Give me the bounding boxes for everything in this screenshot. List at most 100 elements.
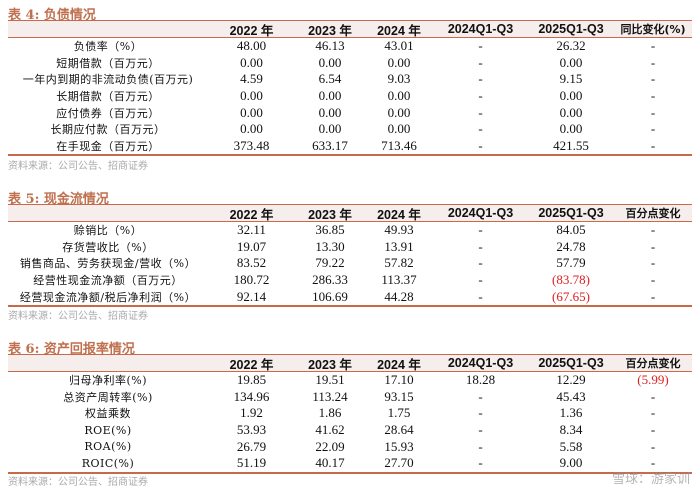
table-cell: 79.22 xyxy=(315,255,345,271)
table-cell: - xyxy=(478,455,483,471)
row-label: 负债率（%） xyxy=(73,40,143,54)
table-cell: - xyxy=(650,455,656,471)
table-cell: 51.19 xyxy=(236,455,267,471)
table-cell: - xyxy=(650,38,656,54)
table-cell: 26.32 xyxy=(556,38,586,54)
table-cell: - xyxy=(650,54,656,70)
source-note: 资料来源：公司公告、招商证券 xyxy=(8,477,148,488)
table-cell: 36.85 xyxy=(315,222,345,238)
table-cell: 15.93 xyxy=(384,438,414,454)
table-cell: - xyxy=(650,222,656,238)
table-grid: 2022 年 2023 年 2024 年 2024Q1-Q3 2025Q1-Q3 同比变化… xyxy=(8,20,692,157)
table-cell: 17.10 xyxy=(384,372,414,388)
row-label: 应付债券（百万元） xyxy=(56,106,160,120)
header-cell: 百分点变化 xyxy=(625,357,681,370)
table-cell: 26.79 xyxy=(236,438,267,454)
table-cell: 27.70 xyxy=(384,455,414,471)
row-label: 经营现金流净额/税后净利润（%） xyxy=(19,290,197,304)
table-cell: (5.99) xyxy=(637,372,669,388)
table-cell: - xyxy=(478,255,483,271)
table-cell: - xyxy=(650,422,656,438)
row-label: ROE(%) xyxy=(84,423,132,437)
table-header-row: 2022 年 2023 年 2024 年 2024Q1-Q3 2025Q1-Q3 百分点变… xyxy=(8,355,692,372)
table-cell: - xyxy=(478,121,483,137)
table-cell: 0.00 xyxy=(387,104,411,120)
table-cell: 0.00 xyxy=(318,88,342,104)
table-cell: 1.36 xyxy=(559,405,583,421)
table-cell: - xyxy=(478,272,483,288)
table-cell: 9.03 xyxy=(387,71,411,87)
table-cell: 0.00 xyxy=(559,54,583,70)
row-label: ROIC(%) xyxy=(81,456,135,470)
table-cell: 9.00 xyxy=(559,455,583,471)
table-cell: 24.78 xyxy=(556,238,586,254)
header-cell: 2025Q1-Q3 xyxy=(538,22,604,36)
table-cell: 40.17 xyxy=(315,455,345,471)
row-label: 短期借款（百万元） xyxy=(56,56,160,70)
table-cell: 9.15 xyxy=(559,71,583,87)
table-cell: (67.65) xyxy=(552,288,590,304)
header-cell: 百分点变化 xyxy=(625,207,681,220)
table-cell: 8.34 xyxy=(559,422,583,438)
table-cell: 57.82 xyxy=(384,255,414,271)
header-cell: 2023 年 xyxy=(308,357,352,372)
header-cell: 2024 年 xyxy=(377,207,421,222)
row-label: 一年内到期的非流动负债(百万元) xyxy=(22,73,194,87)
table-cell: - xyxy=(478,222,483,238)
table-cell: - xyxy=(478,388,483,404)
table-row: 经营现金流净额/税后净利润（%） 92.14 106.69 44.28 - (67.65)… xyxy=(8,288,692,305)
watermark: 雪球：游家训 xyxy=(611,472,690,487)
source-note: 资料来源：公司公告、招商证券 xyxy=(8,311,148,322)
row-label: ROA(%) xyxy=(84,440,132,454)
table-cell: - xyxy=(478,422,483,438)
row-label: 长期应付款（百万元） xyxy=(50,123,166,137)
table-cell: 19.85 xyxy=(236,372,267,388)
table-row: 负债率（%） 48.00 46.13 43.01 - 26.32 - xyxy=(8,38,692,55)
table-cell: 43.01 xyxy=(384,38,414,54)
table-cell: 6.54 xyxy=(318,71,342,87)
table-row: 归母净利率(%) 19.85 19.51 17.10 18.28 12.29 (5.99) xyxy=(8,372,692,389)
table-cell: - xyxy=(478,238,483,254)
table-cell: - xyxy=(650,288,656,304)
table-cell: 373.48 xyxy=(233,137,270,153)
table-cell: - xyxy=(650,137,656,153)
table-cell: 421.55 xyxy=(553,137,589,153)
header-cell: 同比变化(%) xyxy=(620,23,686,36)
table-cell: 0.00 xyxy=(387,54,411,70)
table-cell: 28.64 xyxy=(384,422,414,438)
row-label: 长期借款（百万元） xyxy=(56,90,160,104)
header-cell: 2024 年 xyxy=(377,23,421,38)
row-label: 存货营收比（%） xyxy=(62,240,154,254)
table-cell: 32.11 xyxy=(237,222,266,238)
table-cell: 0.00 xyxy=(318,121,342,137)
table-cell: 113.24 xyxy=(312,388,348,404)
table-cell: 22.09 xyxy=(315,438,345,454)
table-cell: 1.86 xyxy=(318,405,342,421)
table-cell: 0.00 xyxy=(240,104,263,120)
table-cell: 0.00 xyxy=(387,121,411,137)
table-cell: 0.00 xyxy=(240,88,263,104)
table-title: 表 4: 负债情况 xyxy=(8,8,96,23)
table-cell: 12.29 xyxy=(556,372,586,388)
table-cell: 113.37 xyxy=(381,272,417,288)
table-cell: - xyxy=(650,88,656,104)
header-cell: 2022 年 xyxy=(229,357,274,372)
row-label: 在手现金（百万元） xyxy=(56,139,160,153)
table-cell: 45.43 xyxy=(556,388,586,404)
table-cell: 0.00 xyxy=(559,104,583,120)
table-cell: 92.14 xyxy=(236,288,267,304)
table-row: 应付债券（百万元） 0.00 0.00 0.00 - 0.00 - xyxy=(8,104,692,121)
header-cell: 2025Q1-Q3 xyxy=(538,356,604,370)
table-row: 短期借款（百万元） 0.00 0.00 0.00 - 0.00 - xyxy=(8,55,692,72)
table-cell: 53.93 xyxy=(236,422,267,438)
table-header-row: 2022 年 2023 年 2024 年 2024Q1-Q3 2025Q1-Q3 百分点变… xyxy=(8,205,692,222)
table-cell: 1.75 xyxy=(387,405,411,421)
table-cell: - xyxy=(478,71,483,87)
table-row: 一年内到期的非流动负债(百万元) 4.59 6.54 9.03 - 9.15 - xyxy=(8,71,692,88)
table-cell: 83.52 xyxy=(236,255,267,271)
table-cell: 633.17 xyxy=(312,137,348,153)
table-cell: 19.51 xyxy=(315,372,345,388)
table-cell: 106.69 xyxy=(312,288,348,304)
table-cell: - xyxy=(478,438,483,454)
row-label: 总资产周转率(%) xyxy=(63,390,153,404)
